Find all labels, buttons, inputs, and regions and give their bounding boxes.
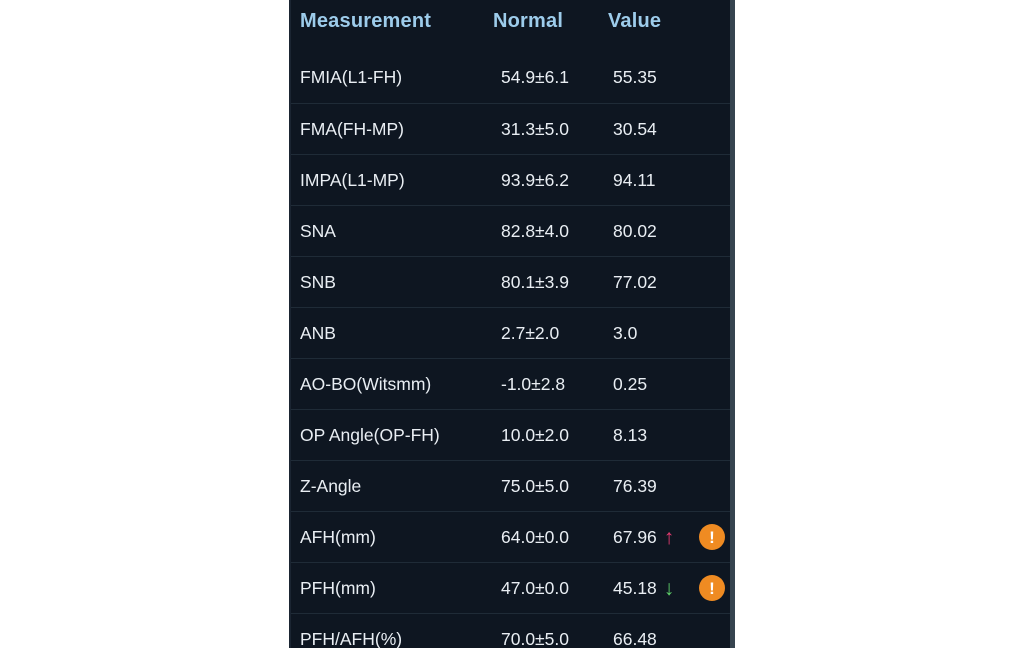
normal-range: 75.0±5.0 bbox=[501, 475, 569, 496]
table-header: Measurement Normal Value bbox=[291, 0, 735, 52]
measured-value: 8.13 bbox=[613, 424, 648, 445]
trend-down-icon: ↓ bbox=[663, 576, 675, 600]
measurement-name: FMIA(L1-FH) bbox=[300, 67, 403, 87]
measurement-name: IMPA(L1-MP) bbox=[300, 169, 405, 190]
value-cell: 8.13 bbox=[613, 425, 725, 446]
value-cell: 94.11 bbox=[613, 170, 725, 191]
value-cell: 77.02 bbox=[613, 272, 725, 293]
column-header-normal: Normal bbox=[493, 9, 564, 32]
normal-range: 64.0±0.0 bbox=[501, 526, 569, 547]
normal-range: 10.0±2.0 bbox=[501, 424, 569, 445]
table-row: AFH(mm) 64.0±0.0 67.96 ↑ ! bbox=[291, 511, 735, 562]
measured-value: 67.96 bbox=[613, 526, 657, 547]
measured-value: 76.39 bbox=[613, 475, 657, 496]
value-cell: 30.54 bbox=[613, 119, 725, 140]
measured-value: 66.48 bbox=[613, 628, 657, 648]
warning-icon[interactable]: ! bbox=[699, 575, 725, 601]
table-body: FMIA(L1-FH) 54.9±6.1 55.35 FMA(FH-MP) 31… bbox=[291, 52, 735, 648]
column-header-measurement: Measurement bbox=[300, 9, 432, 32]
table-row: SNB 80.1±3.9 77.02 bbox=[291, 256, 735, 307]
measured-value: 77.02 bbox=[613, 271, 657, 292]
measurement-name: AO-BO(Witsmm) bbox=[300, 373, 432, 394]
table-row: IMPA(L1-MP) 93.9±6.2 94.11 bbox=[291, 154, 735, 205]
value-cell: 3.0 bbox=[613, 323, 725, 344]
trend-up-icon: ↑ bbox=[663, 525, 675, 549]
measurement-name: PFH/AFH(%) bbox=[300, 628, 403, 648]
measured-value: 3.0 bbox=[613, 322, 638, 343]
measurement-name: SNA bbox=[300, 220, 336, 241]
measured-value: 55.35 bbox=[613, 67, 657, 87]
measured-value: 94.11 bbox=[613, 169, 656, 190]
normal-range: 70.0±5.0 bbox=[501, 628, 569, 648]
table-row: FMIA(L1-FH) 54.9±6.1 55.35 bbox=[291, 52, 735, 103]
table-row: AO-BO(Witsmm) -1.0±2.8 0.25 bbox=[291, 358, 735, 409]
measured-value: 45.18 bbox=[613, 577, 657, 598]
measurement-name: SNB bbox=[300, 271, 336, 292]
measurement-name: FMA(FH-MP) bbox=[300, 118, 405, 139]
normal-range: 54.9±6.1 bbox=[501, 67, 569, 87]
table-row: PFH/AFH(%) 70.0±5.0 66.48 bbox=[291, 613, 735, 648]
value-cell: 45.18 ↓ ! bbox=[613, 575, 725, 601]
normal-range: 93.9±6.2 bbox=[501, 169, 569, 190]
table-row: Z-Angle 75.0±5.0 76.39 bbox=[291, 460, 735, 511]
table-row: SNA 82.8±4.0 80.02 bbox=[291, 205, 735, 256]
measurement-name: PFH(mm) bbox=[300, 577, 376, 598]
value-cell: 67.96 ↑ ! bbox=[613, 524, 725, 550]
normal-range: -1.0±2.8 bbox=[501, 373, 566, 394]
table-row: OP Angle(OP-FH) 10.0±2.0 8.13 bbox=[291, 409, 735, 460]
normal-range: 31.3±5.0 bbox=[501, 118, 569, 139]
measurements-table: Measurement Normal Value FMIA(L1-FH) 54.… bbox=[289, 0, 735, 648]
measurement-name: OP Angle(OP-FH) bbox=[300, 424, 440, 445]
warning-icon[interactable]: ! bbox=[699, 524, 725, 550]
table-row: PFH(mm) 47.0±0.0 45.18 ↓ ! bbox=[291, 562, 735, 613]
measurement-name: ANB bbox=[300, 322, 336, 343]
normal-range: 80.1±3.9 bbox=[501, 271, 569, 292]
measured-value: 80.02 bbox=[613, 220, 657, 241]
measured-value: 30.54 bbox=[613, 118, 657, 139]
value-cell: 80.02 bbox=[613, 221, 725, 242]
normal-range: 2.7±2.0 bbox=[501, 322, 560, 343]
value-cell: 55.35 bbox=[613, 67, 725, 88]
normal-range: 47.0±0.0 bbox=[501, 577, 569, 598]
measurement-name: AFH(mm) bbox=[300, 526, 376, 547]
measurement-name: Z-Angle bbox=[300, 475, 362, 496]
measured-value: 0.25 bbox=[613, 373, 648, 394]
value-cell: 0.25 bbox=[613, 374, 725, 395]
table-row: FMA(FH-MP) 31.3±5.0 30.54 bbox=[291, 103, 735, 154]
normal-range: 82.8±4.0 bbox=[501, 220, 569, 241]
value-cell: 66.48 bbox=[613, 629, 725, 648]
column-header-value: Value bbox=[608, 9, 662, 32]
table-row: ANB 2.7±2.0 3.0 bbox=[291, 307, 735, 358]
value-cell: 76.39 bbox=[613, 476, 725, 497]
vertical-scrollbar[interactable] bbox=[730, 0, 735, 648]
